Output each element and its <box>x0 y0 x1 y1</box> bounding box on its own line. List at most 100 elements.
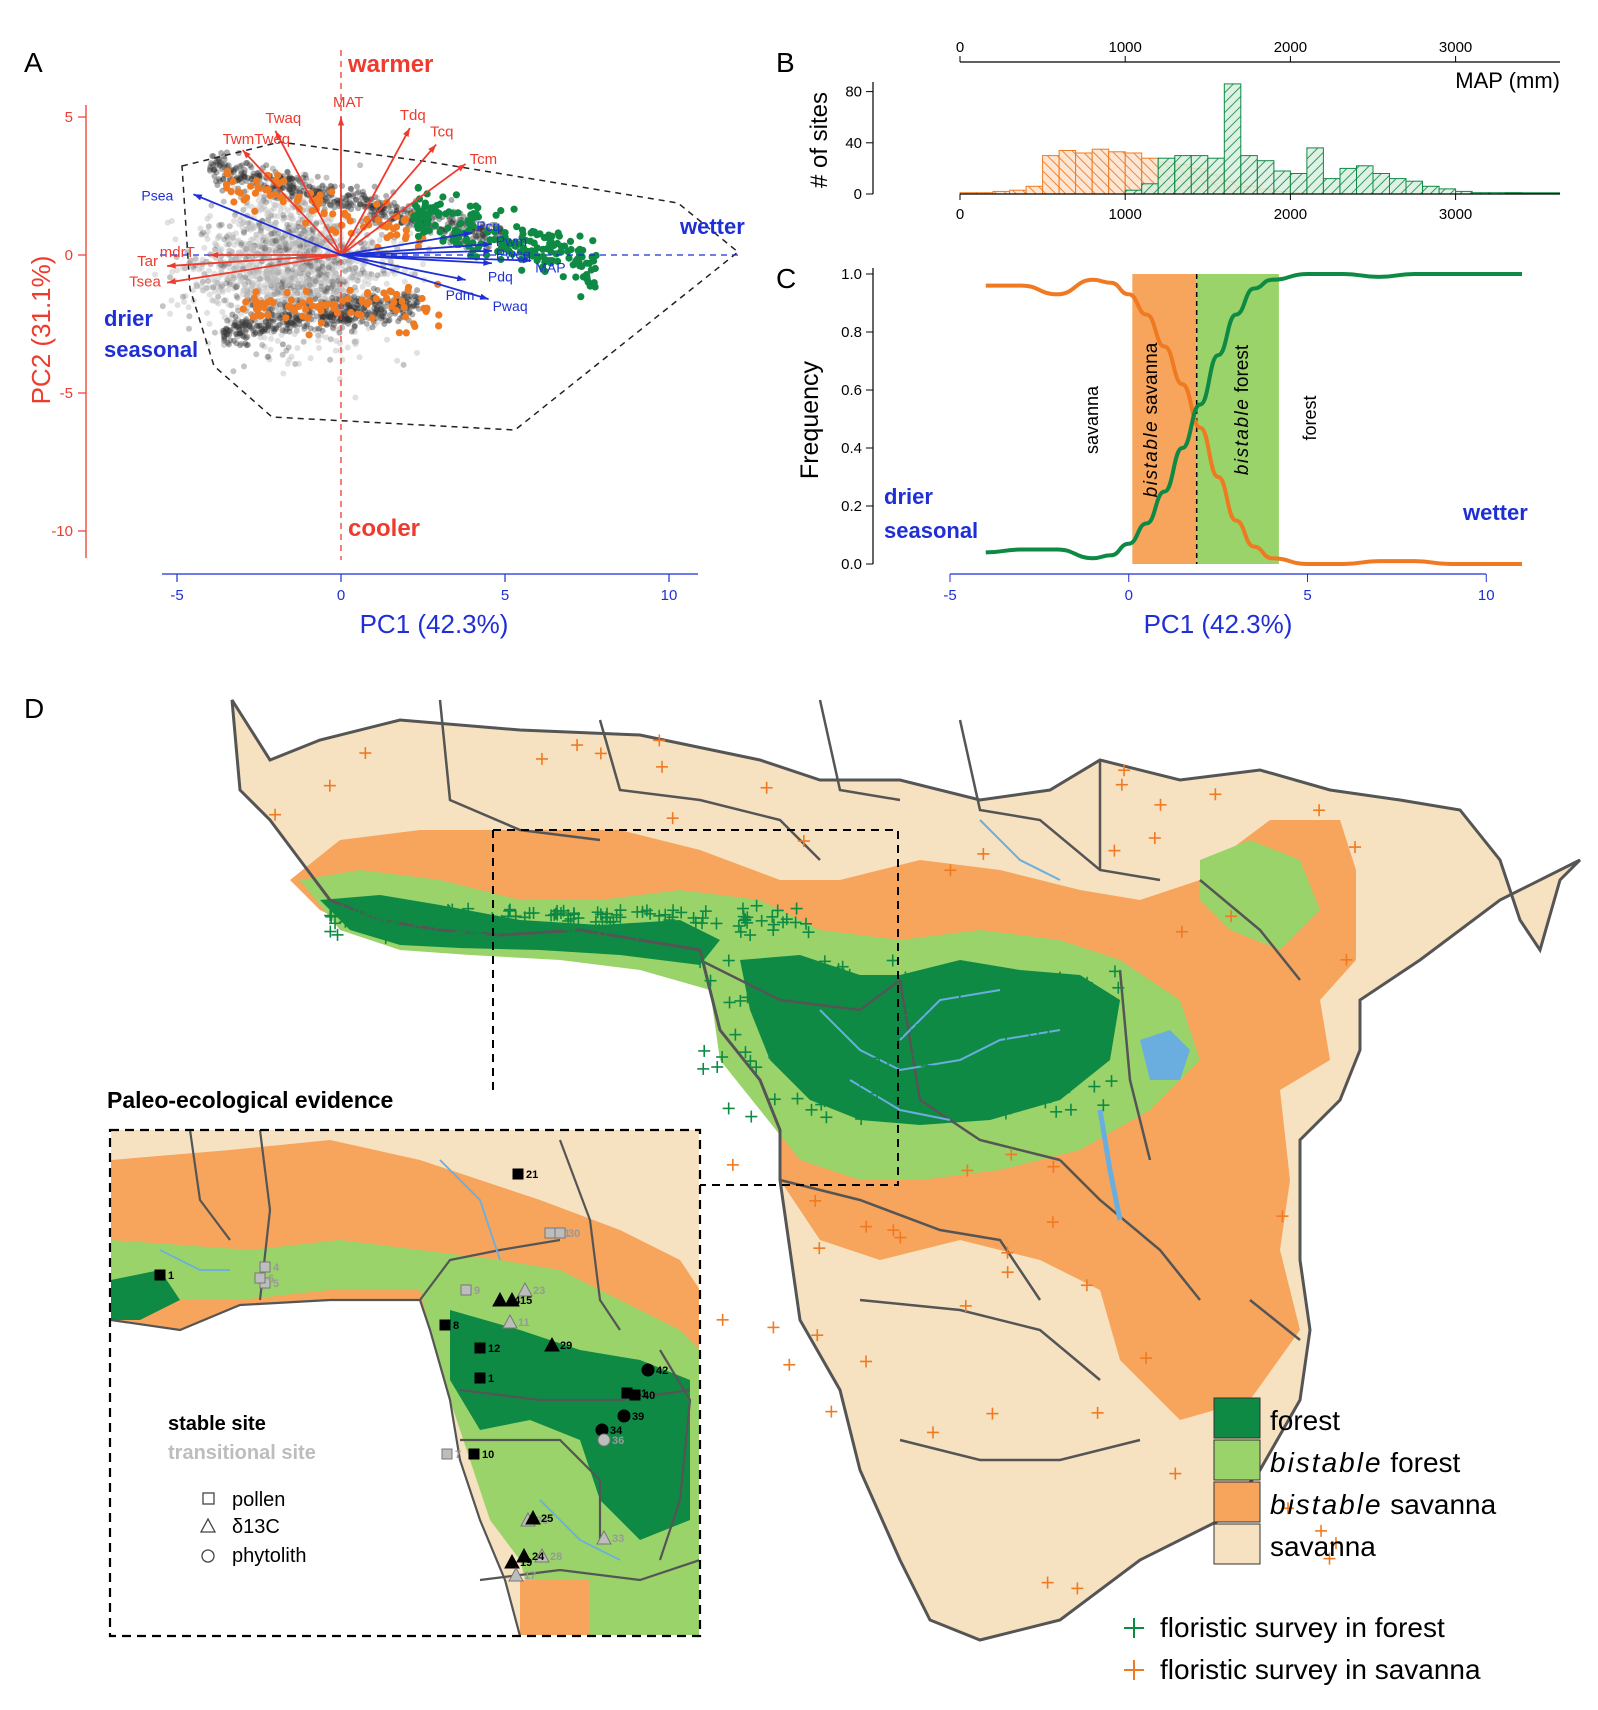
y-tick-label: 0 <box>65 247 73 264</box>
site-point <box>300 263 306 270</box>
site-point <box>274 308 280 315</box>
site-point <box>264 225 271 232</box>
site-number-label: 25 <box>541 1513 553 1525</box>
site-point <box>272 290 278 297</box>
site-point <box>265 247 272 254</box>
site-point <box>335 284 342 291</box>
site-point <box>270 311 277 318</box>
savanna-site-point <box>229 177 237 186</box>
site-point <box>311 266 317 273</box>
site-point <box>296 241 303 248</box>
loading-label-pcq: Pcq <box>476 218 500 234</box>
savanna-site-point <box>423 306 431 314</box>
forest-bar <box>1389 178 1407 195</box>
savanna-bar <box>1091 148 1110 195</box>
site-point <box>353 339 360 346</box>
site-point <box>203 232 209 239</box>
site-point <box>343 193 350 200</box>
site-point <box>239 162 245 169</box>
site-point <box>244 288 251 295</box>
forest-site-point <box>527 229 535 237</box>
site-point <box>239 291 246 298</box>
site-point <box>307 263 314 269</box>
site-point <box>237 272 243 279</box>
site-point <box>216 223 223 230</box>
savanna-bar <box>1058 150 1077 195</box>
site-point <box>317 265 323 272</box>
site-point <box>167 310 173 317</box>
site-point <box>233 164 240 171</box>
site-point <box>236 326 243 333</box>
site-point <box>318 289 325 295</box>
site-point <box>226 316 233 322</box>
site-point <box>460 213 467 220</box>
site-point <box>271 212 278 219</box>
site-point <box>167 274 173 281</box>
forest-site-point <box>579 273 588 281</box>
loading-label-map: MAP <box>535 260 565 276</box>
site-point <box>256 322 263 328</box>
legend-phytolith: phytolith <box>232 1545 307 1567</box>
site-point <box>271 272 278 279</box>
loading-pdq-arrowhead <box>483 259 492 266</box>
site-point <box>346 266 353 273</box>
savanna-site-point <box>374 216 382 224</box>
savanna-site-point <box>253 177 261 185</box>
site-point <box>330 194 337 201</box>
y-tick-label: 0 <box>854 186 862 203</box>
site-point <box>236 274 243 281</box>
site-point <box>327 182 334 189</box>
site-point <box>328 285 334 292</box>
site-point <box>219 281 226 287</box>
site-point <box>335 263 342 270</box>
site-point <box>233 284 240 291</box>
site-point <box>164 219 171 226</box>
site-point <box>239 274 246 281</box>
site-point <box>283 276 290 283</box>
pollen-site-marker <box>254 1272 266 1284</box>
site-point <box>301 326 307 333</box>
site-point <box>292 243 299 250</box>
site-point <box>289 270 296 277</box>
site-point <box>240 218 247 225</box>
site-point <box>315 237 322 244</box>
site-point <box>349 274 356 281</box>
site-point <box>168 297 175 304</box>
site-point <box>212 159 219 166</box>
site-point <box>283 258 290 264</box>
site-point <box>275 269 282 276</box>
site-point <box>245 262 252 269</box>
site-point <box>278 296 285 303</box>
savanna-site-point <box>283 289 291 297</box>
site-point <box>204 215 211 222</box>
site-point <box>192 281 199 288</box>
forest-bar <box>1356 165 1374 195</box>
site-point <box>249 279 256 286</box>
loading-label-tcq: Tcq <box>430 124 453 141</box>
site-point <box>380 267 387 274</box>
site-point <box>245 275 252 282</box>
savanna-survey-marker <box>726 1158 739 1171</box>
site-point <box>288 242 295 248</box>
site-point <box>275 285 282 292</box>
site-point <box>275 310 282 317</box>
site-point <box>289 266 296 273</box>
site-number-label: 39 <box>632 1411 644 1423</box>
site-point <box>235 249 242 256</box>
site-point <box>311 287 318 294</box>
site-point <box>232 255 239 262</box>
site-point <box>281 241 288 248</box>
site-point <box>238 175 245 182</box>
site-point <box>211 166 218 173</box>
site-point <box>198 283 205 290</box>
site-point <box>304 278 310 285</box>
site-point <box>233 316 240 323</box>
site-point <box>272 237 279 244</box>
site-point <box>237 278 244 285</box>
savanna-site-point <box>330 304 338 312</box>
site-point <box>326 200 333 207</box>
site-point <box>297 243 304 250</box>
site-point <box>365 281 372 287</box>
site-point <box>364 196 371 203</box>
site-point <box>224 317 231 324</box>
